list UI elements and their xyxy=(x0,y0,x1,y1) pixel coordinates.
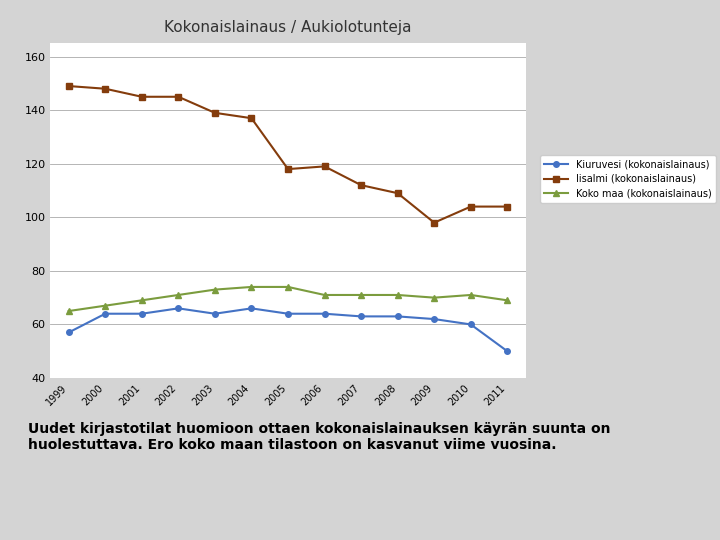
Text: Uudet kirjastotilat huomioon ottaen kokonaislainauksen käyrän suunta on
huolestu: Uudet kirjastotilat huomioon ottaen koko… xyxy=(28,422,611,453)
Legend: Kiuruvesi (kokonaislainaus), Iisalmi (kokonaislainaus), Koko maa (kokonaislainau: Kiuruvesi (kokonaislainaus), Iisalmi (ko… xyxy=(540,155,716,202)
Title: Kokonaislainaus / Aukiolotunteja: Kokonaislainaus / Aukiolotunteja xyxy=(164,20,412,35)
